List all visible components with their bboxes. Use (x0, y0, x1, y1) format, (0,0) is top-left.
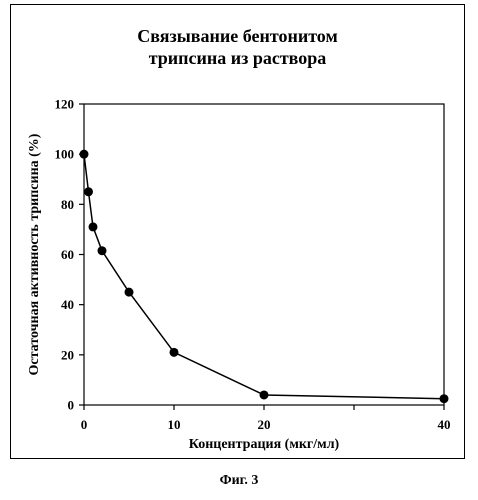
data-point (125, 288, 134, 297)
y-tick-label: 80 (61, 197, 74, 212)
data-point (98, 246, 107, 255)
data-point (80, 150, 89, 159)
data-point (170, 348, 179, 357)
plot-area-border (84, 104, 444, 405)
data-point (260, 390, 269, 399)
data-point (89, 222, 98, 231)
x-tick-label: 40 (438, 417, 451, 432)
figure-caption: Фиг. 3 (0, 473, 478, 489)
y-tick-label: 60 (61, 247, 74, 262)
data-point (84, 187, 93, 196)
y-tick-label: 20 (61, 347, 74, 362)
series-line (84, 154, 444, 399)
x-axis-label: Концентрация (мкг/мл) (189, 437, 340, 452)
chart-series (80, 150, 449, 404)
data-point (440, 394, 449, 403)
x-tick-label: 10 (168, 417, 181, 432)
y-tick-label: 100 (55, 147, 75, 162)
y-tick-label: 40 (61, 297, 74, 312)
x-tick-label: 0 (81, 417, 88, 432)
y-tick-label: 0 (68, 398, 75, 413)
y-axis-label: Остаточная активность трипсина (%) (27, 133, 42, 375)
x-tick-label: 20 (258, 417, 271, 432)
y-tick-label: 120 (55, 97, 75, 112)
chart-axes: 0 20 40 60 80 100 120 0 10 20 40 (55, 97, 451, 433)
